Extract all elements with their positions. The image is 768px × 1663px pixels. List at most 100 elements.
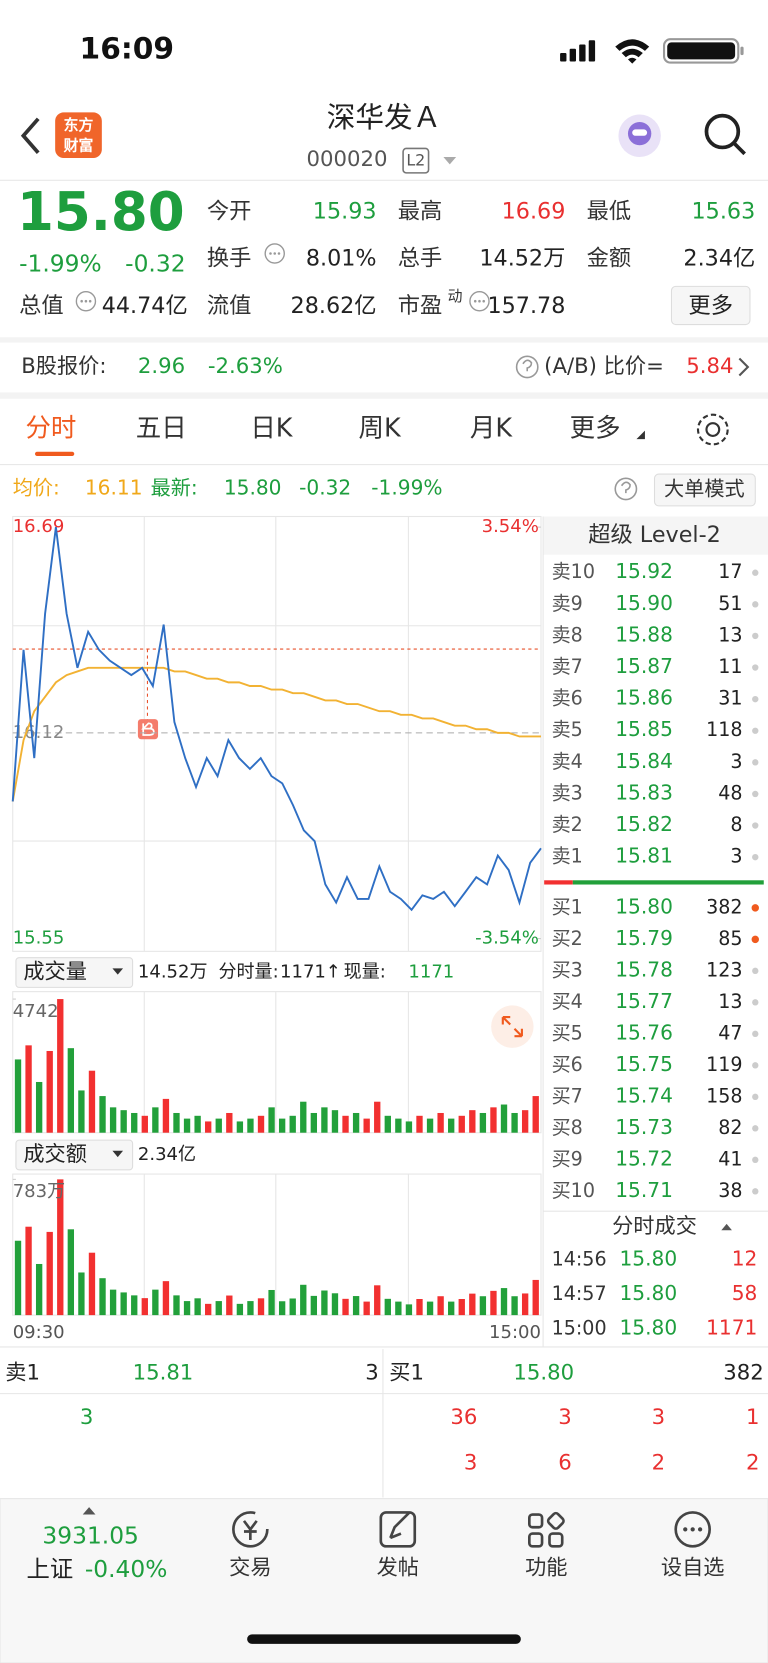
- search-button[interactable]: [704, 113, 746, 156]
- book-label: 卖1: [552, 845, 583, 868]
- field-value: 16.69: [502, 199, 566, 225]
- bar: [78, 1090, 85, 1133]
- tab[interactable]: 周K: [359, 414, 402, 444]
- mode-button-text[interactable]: 大单模式: [664, 476, 745, 500]
- field-value: 8.01%: [306, 245, 377, 271]
- bar: [268, 1289, 275, 1316]
- book-price: 15.87: [615, 654, 673, 678]
- nav-label[interactable]: 发帖: [377, 1556, 419, 1581]
- ratio-bar-red: [544, 880, 573, 885]
- bar: [257, 1298, 265, 1316]
- divider: [0, 392, 768, 399]
- indicator-select[interactable]: [15, 1139, 134, 1171]
- indicator-select[interactable]: [15, 957, 134, 988]
- book-price: 15.75: [615, 1052, 673, 1076]
- book-price: 15.80: [615, 894, 673, 918]
- ratio-label: (A/B) 比价=: [544, 354, 664, 379]
- amount-total: 2.34亿: [138, 1144, 196, 1165]
- bar: [321, 1290, 328, 1316]
- queue-order: 2: [746, 1451, 760, 1476]
- book-qty: 123: [706, 958, 742, 981]
- book-label: 买10: [552, 1179, 595, 1202]
- bar: [278, 1301, 286, 1316]
- index-caret[interactable]: [82, 1507, 96, 1515]
- volume-label: 现量:: [344, 962, 386, 983]
- stock-title: 深华发Ａ: [327, 100, 442, 134]
- nav-label[interactable]: 交易: [229, 1556, 271, 1581]
- bar: [384, 1115, 391, 1133]
- book-qty: 158: [706, 1084, 742, 1107]
- queue-order: 36: [450, 1405, 477, 1430]
- index-value[interactable]: 3931.05: [42, 1521, 138, 1549]
- book-qty: 118: [706, 718, 742, 741]
- b-price: 2.96: [138, 354, 185, 379]
- tab[interactable]: 日K: [250, 414, 293, 444]
- field-value: 157.78: [487, 293, 565, 319]
- trade-qty: 1171: [706, 1315, 757, 1339]
- nav-label[interactable]: 设自选: [661, 1556, 725, 1581]
- nav-label[interactable]: 功能: [525, 1556, 567, 1581]
- volume-arrow: ↑: [326, 962, 341, 983]
- stock-code: 000020: [307, 147, 388, 172]
- book-qty: 11: [718, 655, 742, 678]
- bar: [490, 1107, 497, 1133]
- book-price: 15.77: [615, 989, 673, 1013]
- book-qty: 13: [718, 990, 742, 1013]
- info-icon[interactable]: [469, 290, 490, 312]
- bar: [183, 1118, 191, 1133]
- settings-button[interactable]: [696, 413, 729, 446]
- help-icon[interactable]: [614, 477, 638, 501]
- more-button[interactable]: [670, 285, 751, 326]
- bar: [67, 1048, 75, 1133]
- bar: [46, 1231, 53, 1316]
- x-tick-label: 09:30: [13, 1322, 65, 1343]
- queue-order: 3: [558, 1405, 572, 1430]
- bar: [46, 1050, 53, 1133]
- change-pct: -1.99%: [19, 250, 102, 278]
- mode-button[interactable]: [653, 473, 756, 507]
- bar: [437, 1112, 444, 1133]
- bar: [131, 1295, 138, 1316]
- queue-price: 15.80: [513, 1360, 574, 1385]
- info-icon[interactable]: [264, 243, 285, 264]
- tab[interactable]: 更多: [570, 414, 621, 444]
- tab[interactable]: 五日: [136, 414, 187, 444]
- bar: [448, 1118, 455, 1133]
- bar: [310, 1295, 318, 1316]
- bar: [469, 1293, 476, 1316]
- tab-caret: [636, 430, 645, 440]
- bar: [437, 1296, 444, 1316]
- field-label: 今开: [207, 199, 252, 225]
- queue-price: 15.81: [133, 1360, 194, 1385]
- bar: [57, 1179, 64, 1316]
- dropdown-caret[interactable]: [443, 156, 457, 165]
- tab[interactable]: 分时: [25, 414, 76, 444]
- bar: [131, 1112, 138, 1133]
- expand-button[interactable]: [491, 1005, 534, 1048]
- trade-qty: 12: [732, 1246, 758, 1270]
- book-dot: [752, 1030, 759, 1038]
- bar: [352, 1112, 360, 1133]
- bar: [35, 1081, 43, 1133]
- chevron[interactable]: [738, 357, 750, 377]
- price: 15.80: [17, 181, 185, 243]
- back-button[interactable]: [20, 117, 40, 154]
- book-label: 卖6: [552, 687, 583, 710]
- trades-title: 分时成交: [612, 1214, 697, 1239]
- y-tick-label: 16.69: [13, 516, 65, 537]
- collapse-caret[interactable]: [721, 1223, 732, 1231]
- index-name[interactable]: 上证: [27, 1555, 74, 1583]
- index-change[interactable]: -0.40%: [85, 1555, 168, 1583]
- more-button-text[interactable]: 更多: [688, 293, 733, 319]
- book-price: 15.84: [615, 749, 673, 773]
- book-qty: 382: [706, 895, 742, 918]
- bar: [162, 1281, 170, 1316]
- bar: [363, 1301, 370, 1316]
- tab[interactable]: 月K: [470, 414, 513, 444]
- bar: [35, 1263, 43, 1316]
- indicator-name: 成交额: [23, 1142, 87, 1167]
- info-icon[interactable]: [75, 290, 97, 312]
- info-dot: [478, 299, 481, 303]
- help-icon[interactable]: [515, 355, 539, 379]
- bar: [374, 1101, 381, 1133]
